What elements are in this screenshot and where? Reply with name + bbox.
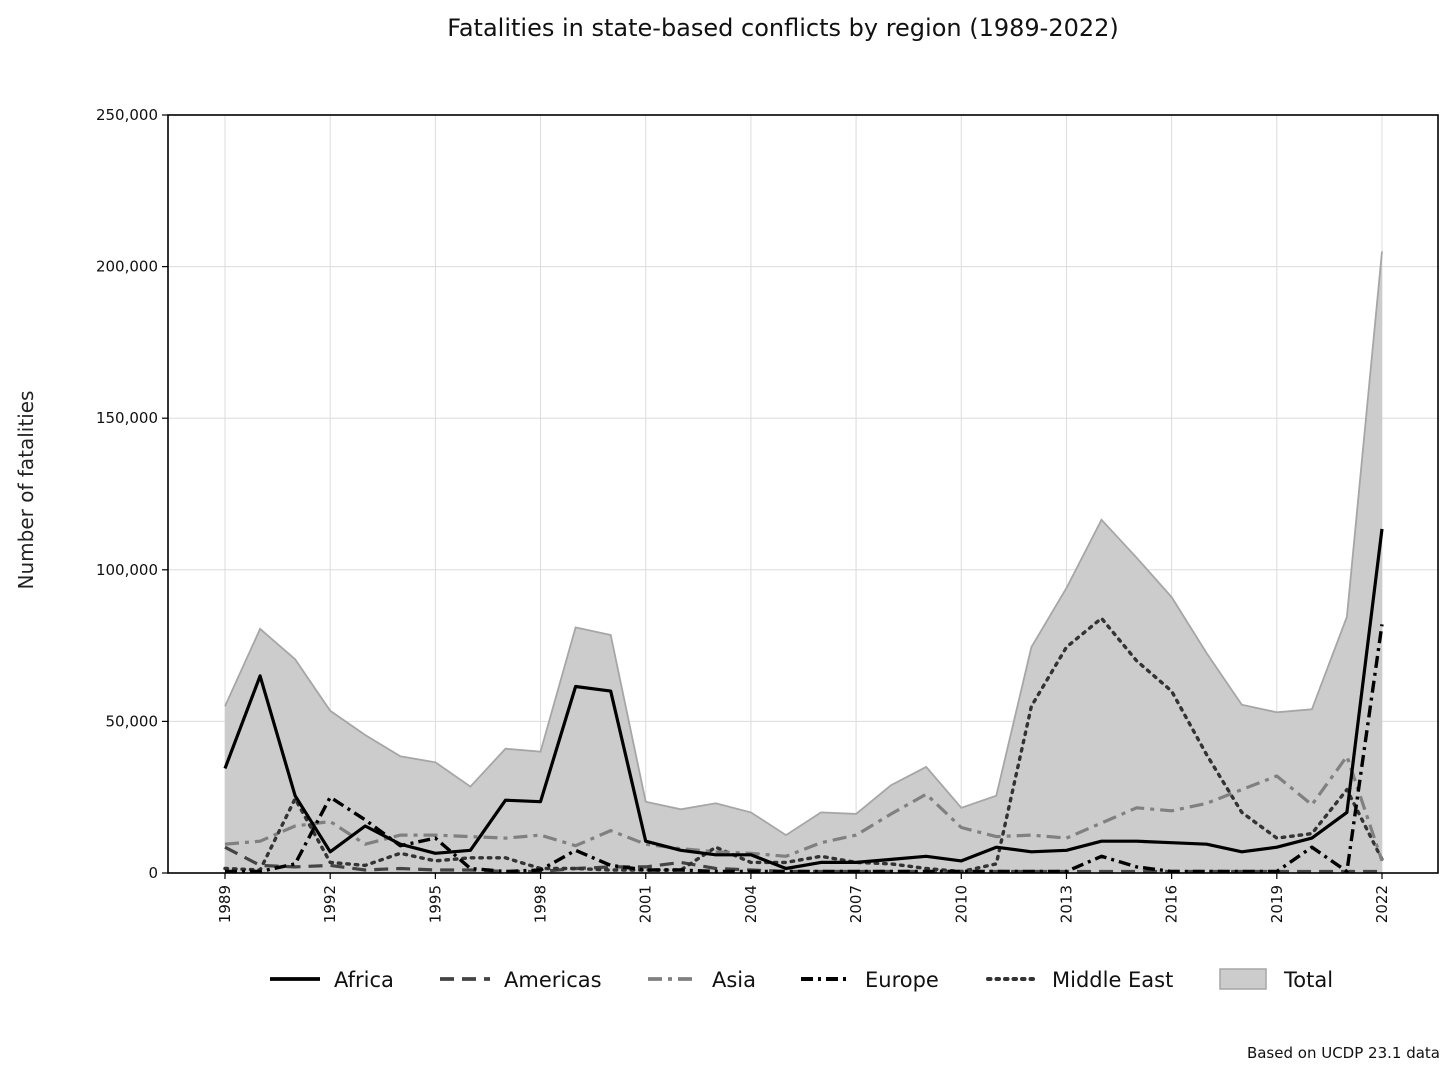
legend-label: Africa [334, 968, 394, 992]
legend-item-africa: Africa [270, 968, 394, 992]
x-tick-label: 1995 [426, 885, 444, 923]
series-area-edge-total [224, 251, 1383, 837]
legend-item-asia: Asia [648, 968, 756, 992]
y-tick-label: 150,000 [96, 409, 158, 427]
legend: Africa Americas Asia Europe Middle East Total [270, 968, 1333, 992]
x-tick-label: 2001 [637, 885, 655, 923]
x-tick-label: 1992 [321, 885, 339, 923]
plot-frame [167, 114, 1439, 874]
series-area-total [225, 251, 1382, 873]
x-tick-label: 1989 [216, 885, 234, 923]
y-tick-label: 0 [148, 864, 158, 882]
series-line-middle-east [223, 616, 1384, 874]
x-tick-label: 2019 [1268, 885, 1286, 923]
y-tick-label: 250,000 [96, 106, 158, 124]
series-lines [223, 528, 1384, 874]
legend-label: Total [1283, 968, 1333, 992]
legend-label: Asia [712, 968, 756, 992]
y-tick-label: 200,000 [96, 258, 158, 276]
x-tick-label: 2022 [1373, 885, 1391, 923]
legend-item-total: Total [1219, 968, 1333, 992]
source-note: Based on UCDP 23.1 data [1247, 1044, 1440, 1062]
series-line-africa [223, 528, 1384, 871]
x-tick-label: 2016 [1163, 885, 1181, 923]
legend-item-middle-east: Middle East [986, 968, 1173, 992]
y-tick-label: 50,000 [106, 712, 159, 730]
x-tick-label: 1998 [532, 885, 550, 923]
y-axis-title: Number of fatalities [14, 391, 38, 590]
x-tick-label: 2007 [847, 885, 865, 923]
legend-swatch [1219, 968, 1267, 990]
chart-title: Fatalities in state-based conflicts by r… [447, 14, 1119, 42]
x-tick-label: 2010 [952, 885, 970, 923]
y-axis: 0 50,000 100,000 150,000 200,000 250,000 [96, 106, 168, 882]
x-tick-label: 2004 [742, 885, 760, 923]
legend-item-europe: Europe [801, 968, 939, 992]
legend-label: Americas [504, 968, 602, 992]
legend-label: Middle East [1052, 968, 1173, 992]
x-tick-label: 2013 [1057, 885, 1075, 923]
legend-label: Europe [865, 968, 939, 992]
legend-item-americas: Americas [440, 968, 602, 992]
plot-area [224, 251, 1383, 873]
series-line-europe [225, 624, 1384, 874]
y-tick-label: 100,000 [96, 561, 158, 579]
x-axis: 1989 1992 1995 1998 2001 2004 2007 2010 2013 2016… [216, 873, 1391, 923]
